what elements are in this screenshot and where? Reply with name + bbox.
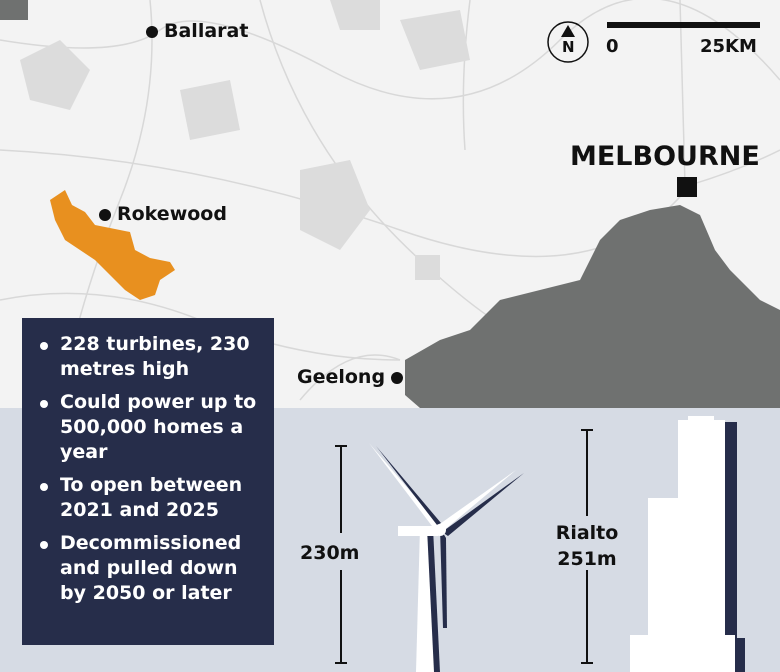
town-dot-icon [146, 25, 158, 38]
rialto-height: 251m [557, 548, 617, 570]
melbourne-marker [677, 177, 697, 197]
town-dot-icon [99, 208, 111, 221]
rokewood-label: Rokewood [117, 203, 227, 225]
port-phillip-bay [405, 205, 780, 408]
scale-end: 25KM [700, 36, 757, 57]
info-item: Could power up to 500,000 homes a year [36, 390, 262, 465]
place-melbourne: MELBOURNE [570, 141, 760, 172]
rialto-name: Rialto [555, 522, 619, 544]
forest-areas [20, 0, 470, 280]
wind-turbine-icon [369, 443, 524, 672]
scale-start: 0 [606, 36, 619, 57]
wind-farm-info-box: 228 turbines, 230 metres high Could powe… [22, 318, 274, 645]
place-ballarat: Ballarat [146, 20, 248, 42]
turbine-height-bar [335, 445, 347, 664]
turbine-height-label: 230m [300, 542, 360, 564]
town-dot-icon [391, 371, 404, 384]
info-item: Decommissioned and pulled down by 2050 o… [36, 531, 262, 606]
map-graphics [0, 0, 780, 408]
rialto-label: Rialto 251m [555, 520, 619, 572]
rialto-building-icon [630, 416, 745, 672]
scale-bar [607, 22, 760, 28]
place-rokewood: Rokewood [99, 203, 227, 225]
place-geelong: Geelong [297, 366, 404, 388]
comparison-graphics [335, 416, 745, 672]
rialto-height-bar [581, 429, 593, 664]
north-label: N [562, 38, 575, 56]
geelong-label: Geelong [297, 366, 386, 388]
info-item: 228 turbines, 230 metres high [36, 332, 262, 382]
ballarat-label: Ballarat [164, 20, 249, 42]
info-item: To open between 2021 and 2025 [36, 473, 262, 523]
north-arrow [547, 21, 589, 63]
wind-farm-area [50, 190, 175, 300]
